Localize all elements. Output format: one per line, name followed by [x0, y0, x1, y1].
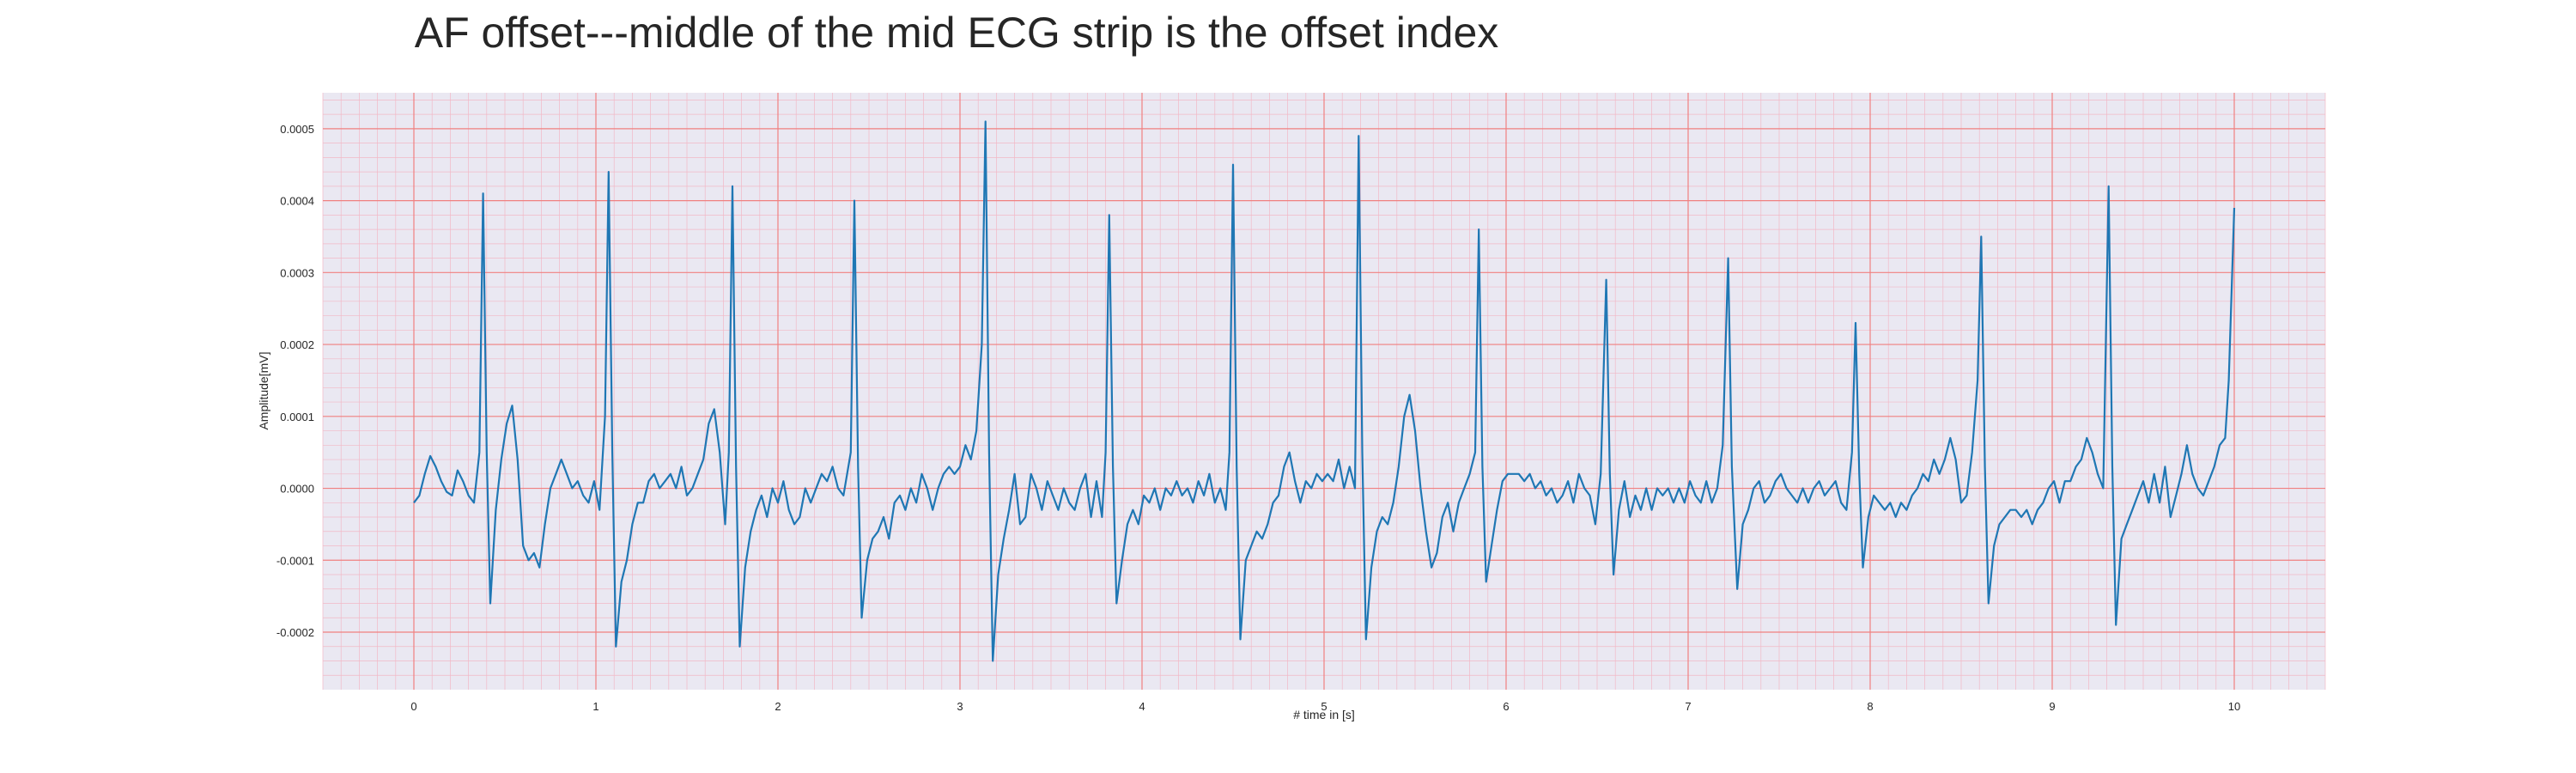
- chart-title: AF offset---middle of the mid ECG strip …: [415, 9, 1499, 57]
- y-tick-label: -0.0002: [276, 626, 314, 639]
- x-tick-label: 3: [957, 700, 963, 713]
- y-tick-label: 0.0005: [280, 123, 314, 136]
- y-tick-label: 0.0001: [280, 411, 314, 423]
- x-axis-label: # time in [s]: [1293, 708, 1355, 721]
- x-tick-label: 9: [2049, 700, 2055, 713]
- x-tick-label: 2: [775, 700, 781, 713]
- x-tick-label: 10: [2228, 700, 2240, 713]
- y-tick-label: -0.0001: [276, 554, 314, 567]
- x-tick-label: 6: [1503, 700, 1509, 713]
- series-line-ecg: [413, 120, 2236, 662]
- plot-area: [322, 93, 2326, 690]
- y-axis-ticks: -0.0002 -0.0001 0.0000 0.0001 0.0002 0.0003 0.…: [276, 123, 314, 639]
- y-axis-label: Amplitude[mV]: [257, 351, 270, 429]
- x-tick-label: 0: [410, 700, 416, 713]
- y-tick-label: 0.0002: [280, 338, 314, 351]
- major-grid: [323, 93, 2325, 690]
- x-tick-label: 7: [1685, 700, 1691, 713]
- y-tick-label: 0.0003: [280, 266, 314, 279]
- x-tick-label: 8: [1867, 700, 1873, 713]
- x-axis-ticks: 0 1 2 3 4 5 6 7 8 9 10: [410, 700, 2240, 713]
- y-tick-label: 0.0004: [280, 195, 314, 208]
- x-tick-label: 1: [592, 700, 598, 713]
- x-tick-label: 5: [1321, 700, 1327, 713]
- y-tick-label: 0.0000: [280, 483, 314, 496]
- x-tick-label: 4: [1139, 700, 1145, 713]
